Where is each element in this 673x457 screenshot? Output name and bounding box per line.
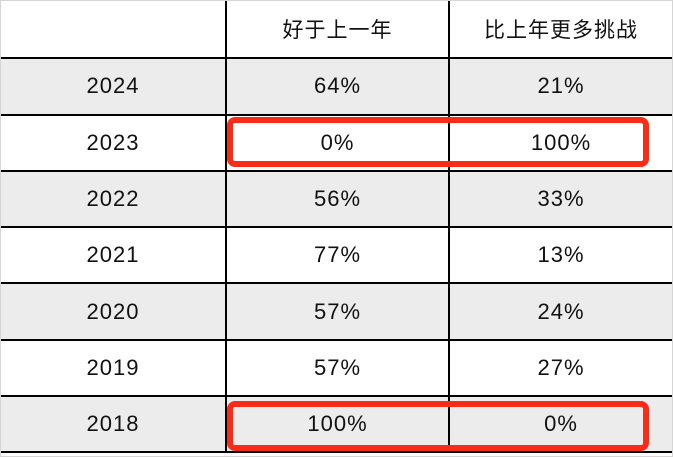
table-row-2022: 2022 56% 33%	[1, 169, 672, 227]
table-row-2020: 2020 57% 24%	[1, 282, 672, 339]
year-cell: 2023	[86, 129, 140, 155]
better-value-cell: 57%	[225, 340, 448, 396]
challenge-value-cell: 0%	[448, 397, 672, 452]
year-cell: 2024	[86, 73, 140, 99]
challenge-value-cell: 13%	[448, 228, 672, 283]
challenge-value-cell: 27%	[448, 340, 672, 396]
year-cell: 2022	[86, 186, 140, 212]
better-value-cell: 57%	[225, 284, 448, 339]
header-cell-challenge: 比上年更多挑战	[448, 1, 672, 58]
better-value-cell: 64%	[225, 59, 448, 114]
year-cell: 2020	[86, 298, 140, 324]
year-cell: 2019	[86, 354, 140, 380]
year-cell: 2018	[86, 411, 140, 437]
better-value-cell: 77%	[225, 228, 448, 283]
table-header-row: 好于上一年 比上年更多挑战	[1, 1, 672, 58]
table-row-2023: 2023 0% 100%	[1, 113, 672, 170]
header-cell-year	[1, 1, 225, 57]
better-value-cell: 0%	[225, 115, 448, 170]
table-bottom-border	[1, 451, 672, 454]
challenge-value-cell: 21%	[448, 59, 672, 114]
table-row-2021: 2021 77% 13%	[1, 226, 672, 283]
better-value-cell: 56%	[225, 171, 448, 227]
table-row-2019: 2019 57% 27%	[1, 338, 672, 396]
table-row-2018: 2018 100% 0%	[1, 395, 672, 452]
challenge-value-cell: 33%	[448, 171, 672, 227]
table-row-2024: 2024 64% 21%	[1, 57, 672, 114]
challenge-value-cell: 24%	[448, 284, 672, 339]
challenge-value-cell: 100%	[448, 115, 672, 170]
year-cell: 2021	[86, 242, 140, 268]
header-cell-better: 好于上一年	[225, 1, 448, 58]
better-value-cell: 100%	[225, 397, 448, 452]
